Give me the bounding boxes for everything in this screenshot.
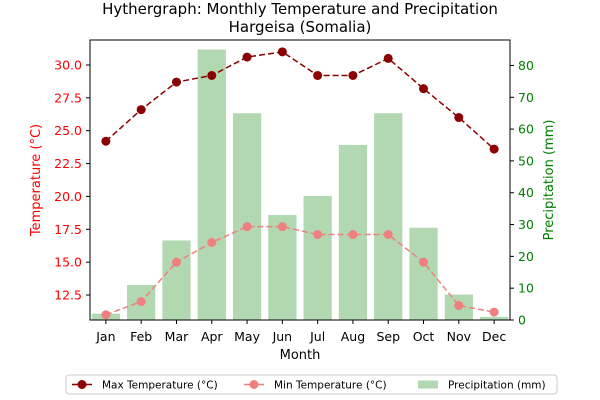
x-tick-label: Jan	[95, 329, 115, 344]
max-temp-point-mar	[171, 77, 181, 87]
x-tick-label: Nov	[447, 329, 472, 344]
y-left-tick-label: 17.5	[54, 222, 82, 237]
precip-bar-jun	[268, 215, 297, 320]
min-temp-point-mar	[171, 257, 181, 267]
y-axis-right: 0 10 20 30 40 50 60 70 80	[510, 58, 534, 328]
min-temp-point-dec	[489, 307, 499, 317]
x-axis: Jan Feb Mar Apr May Jun Jul Aug Sep Oct Nov Dec	[95, 320, 506, 344]
max-temp-point-nov	[454, 113, 464, 123]
x-tick-label: Jun	[272, 329, 293, 344]
max-temp-point-may	[242, 52, 252, 62]
min-temp-point-jan	[101, 310, 111, 320]
precip-bar-sep	[374, 113, 403, 320]
min-temp-point-apr	[207, 237, 217, 247]
x-axis-label: Month	[280, 348, 321, 363]
min-temp-point-aug	[348, 230, 358, 240]
y-right-tick-label: 80	[518, 58, 534, 73]
plot-frame	[89, 39, 511, 321]
precip-bar-may	[232, 113, 262, 320]
legend: Max Temperature (°C) Min Temperature (°C)…	[65, 374, 558, 395]
chart-title: Hythergraph: Monthly Temperature and Pre…	[102, 0, 498, 18]
temperature-lines	[101, 47, 499, 320]
precip-bar-mar	[162, 240, 191, 320]
max-temp-point-sep	[383, 53, 393, 63]
min-temp-point-oct	[419, 257, 429, 267]
precip-bar-jul	[303, 195, 332, 320]
y-right-tick-label: 50	[518, 153, 534, 168]
max-temp-point-aug	[348, 70, 358, 80]
y-axis-left: 12.5 15.0 17.5 20.0 22.5 25.0 27.5 30.0	[54, 57, 90, 303]
y-right-tick-label: 20	[518, 249, 534, 264]
max-temp-point-apr	[207, 70, 217, 80]
precipitation-bars	[91, 49, 509, 320]
min-temp-line	[105, 225, 495, 316]
legend-item-max-label: Max Temperature (°C)	[102, 380, 218, 392]
legend-box	[65, 374, 558, 395]
y-right-tick-label: 40	[518, 185, 534, 200]
y-left-tick-label: 20.0	[54, 189, 82, 204]
max-temp-point-jul	[313, 70, 323, 80]
y-axis-right-label: Precipitation (mm)	[542, 120, 557, 241]
y-left-tick-label: 30.0	[54, 57, 82, 72]
min-temp-point-nov	[454, 301, 464, 311]
y-right-tick-label: 10	[518, 281, 534, 296]
y-axis-left-label: Temperature (°C)	[29, 124, 44, 237]
precip-bar-apr	[197, 49, 226, 320]
y-left-tick-label: 12.5	[54, 288, 82, 303]
legend-item-max-marker	[77, 380, 87, 389]
max-temp-line	[105, 51, 495, 150]
y-left-tick-label: 27.5	[54, 90, 82, 105]
min-temp-point-feb	[136, 297, 146, 307]
x-tick-label: Oct	[413, 329, 435, 344]
x-tick-label: Sep	[376, 329, 400, 344]
y-right-tick-label: 0	[518, 313, 526, 328]
y-left-tick-label: 15.0	[54, 255, 82, 270]
legend-item-precip-label: Precipitation (mm)	[448, 380, 546, 392]
precip-bar-dec	[480, 316, 509, 320]
y-left-tick-label: 22.5	[54, 156, 82, 171]
min-temp-point-jun	[277, 222, 287, 232]
min-temp-point-sep	[383, 230, 393, 240]
max-temp-point-jun	[277, 47, 287, 57]
legend-item-precip-swatch	[418, 380, 438, 389]
min-temp-point-jul	[313, 230, 323, 240]
max-temp-point-feb	[136, 105, 146, 115]
max-temp-point-jan	[101, 136, 111, 146]
x-tick-label: May	[234, 329, 260, 344]
y-left-tick-label: 25.0	[54, 123, 82, 138]
x-tick-label: Mar	[165, 329, 189, 344]
y-right-tick-label: 70	[518, 90, 534, 105]
legend-item-min-marker	[249, 380, 259, 389]
y-right-tick-label: 30	[518, 217, 534, 232]
x-tick-label: Feb	[130, 329, 152, 344]
min-temp-point-may	[242, 222, 252, 232]
y-right-tick-label: 60	[518, 122, 534, 137]
max-temp-point-oct	[419, 84, 429, 94]
x-tick-label: Jul	[309, 329, 325, 344]
x-tick-label: Apr	[201, 329, 223, 344]
chart-subtitle: Hargeisa (Somalia)	[229, 18, 372, 36]
max-temp-point-dec	[489, 144, 499, 154]
legend-item-min-label: Min Temperature (°C)	[274, 380, 387, 392]
x-tick-label: Dec	[482, 329, 506, 344]
x-tick-label: Aug	[341, 329, 365, 344]
